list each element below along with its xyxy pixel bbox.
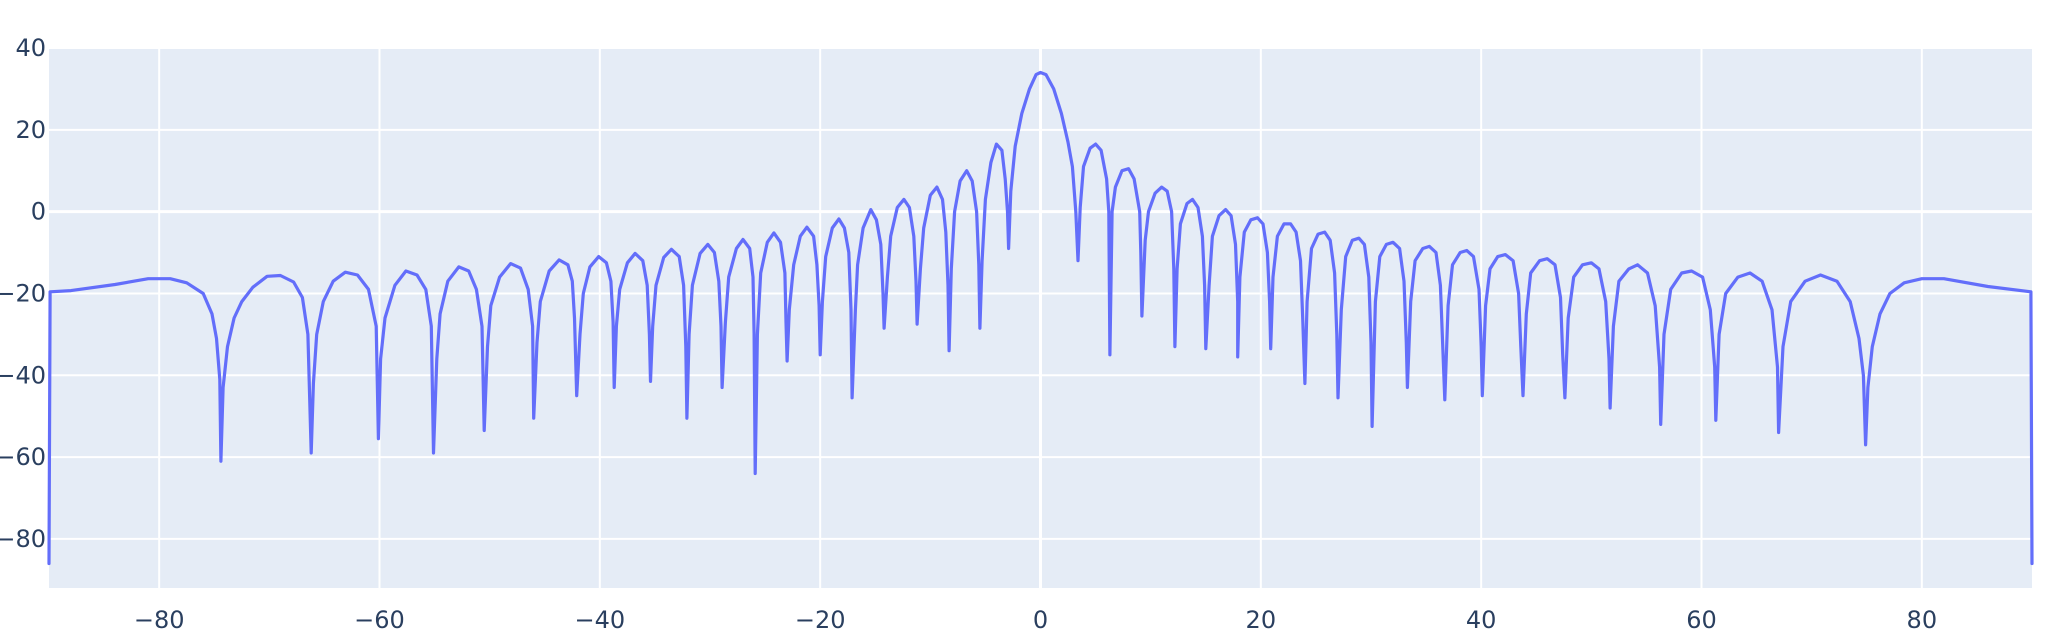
y-tick-label: 20 xyxy=(15,116,46,144)
x-tick-label: −60 xyxy=(354,606,405,634)
x-tick-label: −40 xyxy=(575,606,626,634)
series-line xyxy=(47,70,2034,566)
x-tick-label: −20 xyxy=(795,606,846,634)
y-tick-label: −40 xyxy=(0,361,46,389)
y-tick-label: 0 xyxy=(31,198,46,226)
series-layer xyxy=(47,70,2034,566)
gridlines xyxy=(49,47,2032,588)
x-tick-label: 0 xyxy=(1033,606,1048,634)
y-tick-label: −20 xyxy=(0,279,46,307)
x-tick-label: −80 xyxy=(134,606,185,634)
x-axis-tick-labels: −80 −60 −40 −20 0 20 40 60 80 xyxy=(134,606,1937,634)
y-tick-label: −60 xyxy=(0,443,46,471)
y-tick-label: −80 xyxy=(0,525,46,553)
x-tick-label: 60 xyxy=(1686,606,1717,634)
x-tick-label: 40 xyxy=(1466,606,1497,634)
y-tick-label: 40 xyxy=(15,34,46,62)
x-tick-label: 80 xyxy=(1907,606,1938,634)
y-axis-tick-labels: −80 −60 −40 −20 0 20 40 xyxy=(0,34,46,553)
x-tick-label: 20 xyxy=(1246,606,1277,634)
